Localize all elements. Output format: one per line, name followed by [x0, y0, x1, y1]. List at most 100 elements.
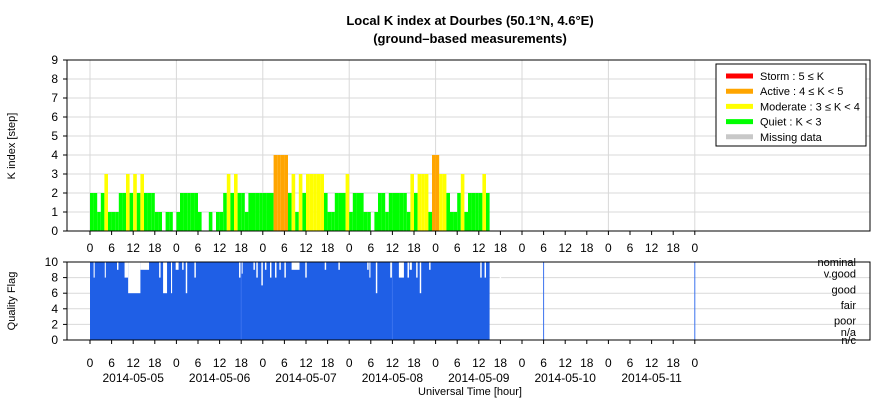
k-index-bar — [111, 212, 116, 231]
quality-flag-level-label: fair — [841, 300, 857, 312]
k-index-bar — [93, 193, 98, 231]
k-index-bar — [475, 193, 479, 231]
k-x-tick-label: 18 — [321, 241, 335, 255]
q-x-tick-label: 0 — [87, 356, 94, 370]
k-index-bar — [378, 193, 382, 231]
k-index-bar — [115, 212, 119, 231]
k-x-tick-label: 0 — [605, 241, 612, 255]
k-index-bar — [338, 193, 342, 231]
q-x-tick-label: 12 — [559, 356, 573, 370]
k-index-bar — [432, 155, 436, 231]
quality-flag-level-label: nominal — [817, 257, 856, 269]
x-axis-label: Universal Time [hour] — [418, 386, 522, 398]
quality-flag-gap — [261, 262, 263, 286]
k-y-tick-label: 3 — [51, 167, 58, 181]
k-index-bar — [133, 174, 137, 231]
k-index-bar — [100, 193, 105, 231]
q-x-tick-label: 12 — [213, 356, 227, 370]
quality-flag-gap — [305, 262, 307, 278]
quality-flag-gap — [194, 262, 196, 278]
k-index-bar — [324, 193, 328, 231]
k-index-bar — [104, 174, 108, 231]
k-index-bar — [126, 174, 130, 231]
k-index-bar — [457, 193, 461, 231]
k-index-bar — [450, 212, 454, 231]
k-index-y-axis-label: K index [step] — [6, 113, 18, 180]
q-x-tick-label: 0 — [259, 356, 266, 370]
k-index-bar — [144, 193, 148, 231]
quality-flag-gap — [159, 262, 161, 278]
q-x-tick-label: 0 — [519, 356, 526, 370]
k-index-bar — [241, 193, 245, 231]
k-index-bar — [284, 155, 288, 231]
k-index-bar — [165, 212, 170, 231]
k-index-bar — [316, 174, 321, 231]
k-x-tick-label: 6 — [454, 241, 461, 255]
q-y-tick-label: 2 — [51, 317, 58, 331]
q-y-tick-label: 0 — [51, 333, 58, 347]
q-x-tick-label: 18 — [494, 356, 508, 370]
k-index-bar — [295, 212, 299, 231]
q-x-tick-label: 0 — [691, 356, 698, 370]
k-x-tick-label: 12 — [386, 241, 400, 255]
quality-flag-gap — [499, 262, 502, 286]
k-index-bar — [151, 193, 155, 231]
quality-flag-gap — [480, 262, 482, 278]
q-x-tick-label: 6 — [367, 356, 374, 370]
q-x-tick-label: 0 — [173, 356, 180, 370]
q-x-tick-label: 6 — [195, 356, 202, 370]
k-index-bar — [288, 193, 292, 231]
k-index-bar — [147, 193, 152, 231]
date-label: 2014-05-10 — [535, 371, 597, 385]
q-x-tick-label: 12 — [645, 356, 659, 370]
k-x-tick-label: 0 — [691, 241, 698, 255]
legend-label: Quiet : K < 3 — [760, 117, 821, 129]
k-x-tick-label: 12 — [299, 241, 313, 255]
quality-flag-gap — [369, 262, 371, 278]
k-index-bar — [252, 193, 256, 231]
k-index-bar — [388, 193, 393, 231]
k-x-tick-label: 6 — [540, 241, 547, 255]
k-index-bar — [396, 193, 400, 231]
k-index-bar — [187, 193, 191, 231]
date-label: 2014-05-11 — [621, 371, 682, 385]
quality-flag-gap — [175, 262, 179, 270]
date-label: 2014-05-09 — [448, 371, 510, 385]
k-index-bar — [230, 193, 234, 231]
quality-flag-gap — [390, 262, 393, 278]
k-index-bar — [435, 155, 440, 231]
quality-flag-gap — [375, 262, 378, 294]
q-x-tick-label: 18 — [667, 356, 681, 370]
k-index-bar — [320, 174, 324, 231]
k-y-tick-label: 0 — [51, 224, 58, 238]
k-index-bar — [442, 174, 447, 231]
k-index-bar — [280, 155, 285, 231]
k-index-bar — [277, 155, 281, 231]
k-x-tick-label: 0 — [346, 241, 353, 255]
k-x-tick-label: 12 — [472, 241, 486, 255]
legend-label: Storm : 5 ≤ K — [760, 71, 825, 83]
k-index-bar — [169, 212, 173, 231]
quality-flag-gap — [284, 262, 286, 278]
q-x-tick-label: 12 — [472, 356, 486, 370]
quality-flag-gap — [407, 262, 409, 278]
k-plot-frame — [66, 59, 871, 232]
k-x-tick-label: 12 — [559, 241, 573, 255]
k-y-tick-label: 9 — [51, 53, 58, 67]
k-x-tick-label: 6 — [195, 241, 202, 255]
k-x-tick-label: 6 — [627, 241, 634, 255]
k-index-bar — [97, 212, 101, 231]
k-index-bar — [363, 212, 368, 231]
k-index-bar — [367, 212, 371, 231]
k-x-tick-label: 0 — [432, 241, 439, 255]
k-x-tick-label: 0 — [173, 241, 180, 255]
q-x-tick-label: 0 — [346, 356, 353, 370]
quality-flag-gap — [253, 262, 255, 270]
k-index-bar — [464, 212, 468, 231]
k-index-bar — [356, 193, 360, 231]
quality-flag-level-label: poor — [834, 316, 856, 328]
chart-subtitle: (ground–based measurements) — [373, 31, 567, 46]
quality-flag-gap — [291, 262, 300, 270]
